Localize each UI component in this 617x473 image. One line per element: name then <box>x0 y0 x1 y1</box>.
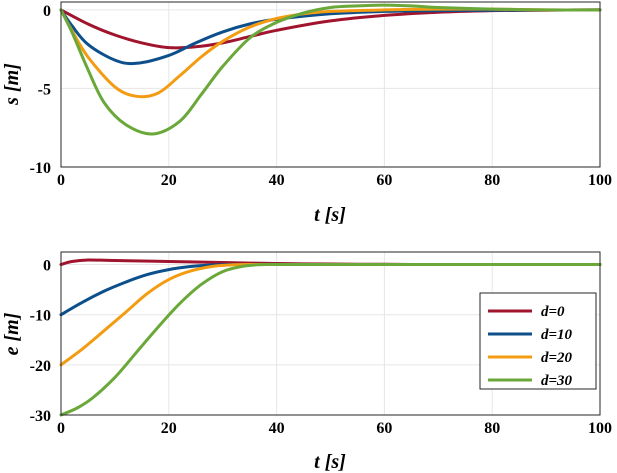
top-series-line-d-0 <box>59 8 602 50</box>
top-y-axis-label: s [m] <box>1 63 23 106</box>
legend-box <box>479 292 597 390</box>
top-ticks: 0 20 40 60 80 100 0 -5 -10 <box>30 3 612 189</box>
bottom-y-tick-label: 0 <box>43 258 51 275</box>
top-axes-frame <box>60 1 601 168</box>
bottom-x-tick-label: 0 <box>57 420 65 437</box>
bottom-ticks: 0 20 40 60 80 100 0 -10 -20 -30 <box>30 258 612 437</box>
legend-items: d=0 d=10 d=20 d=30 <box>488 304 573 389</box>
bottom-x-axis-label: t [s] <box>314 451 346 473</box>
top-y-tick-label: 0 <box>43 3 51 20</box>
legend-label-d-0: d=0 <box>541 304 565 320</box>
top-chart: 0 20 40 60 80 100 0 -5 -10 t [s] s [m] <box>1 1 612 226</box>
top-series-line-d-30 <box>59 3 602 136</box>
bottom-axes-frame <box>60 251 601 416</box>
top-x-tick-label: 60 <box>376 172 392 189</box>
bottom-y-axis-label: e [m] <box>1 312 23 355</box>
top-series-line-d-10 <box>59 8 602 66</box>
legend: d=0 d=10 d=20 d=30 <box>479 292 597 390</box>
top-x-tick-label: 100 <box>588 172 612 189</box>
legend-label-d-10: d=10 <box>541 327 573 343</box>
bottom-y-tick-label: -10 <box>30 308 51 325</box>
bottom-x-tick-label: 60 <box>376 420 392 437</box>
top-x-tick-label: 80 <box>484 172 500 189</box>
top-series <box>59 3 602 136</box>
bottom-x-tick-label: 20 <box>161 420 177 437</box>
top-x-tick-label: 40 <box>269 172 285 189</box>
bottom-x-tick-label: 40 <box>269 420 285 437</box>
bottom-x-tick-label: 80 <box>484 420 500 437</box>
top-x-tick-label: 20 <box>161 172 177 189</box>
bottom-y-tick-label: -30 <box>30 408 51 425</box>
top-grid <box>60 2 601 168</box>
top-x-axis-label: t [s] <box>314 204 346 226</box>
bottom-x-tick-label: 100 <box>588 420 612 437</box>
legend-label-d-20: d=20 <box>541 350 573 366</box>
top-y-tick-label: -5 <box>38 81 51 98</box>
legend-label-d-30: d=30 <box>541 373 573 389</box>
bottom-series <box>59 258 602 417</box>
bottom-y-tick-label: -20 <box>30 358 51 375</box>
bottom-series-line-d-30 <box>59 262 602 417</box>
top-x-tick-label: 0 <box>57 172 65 189</box>
top-y-tick-label: -10 <box>30 160 51 177</box>
